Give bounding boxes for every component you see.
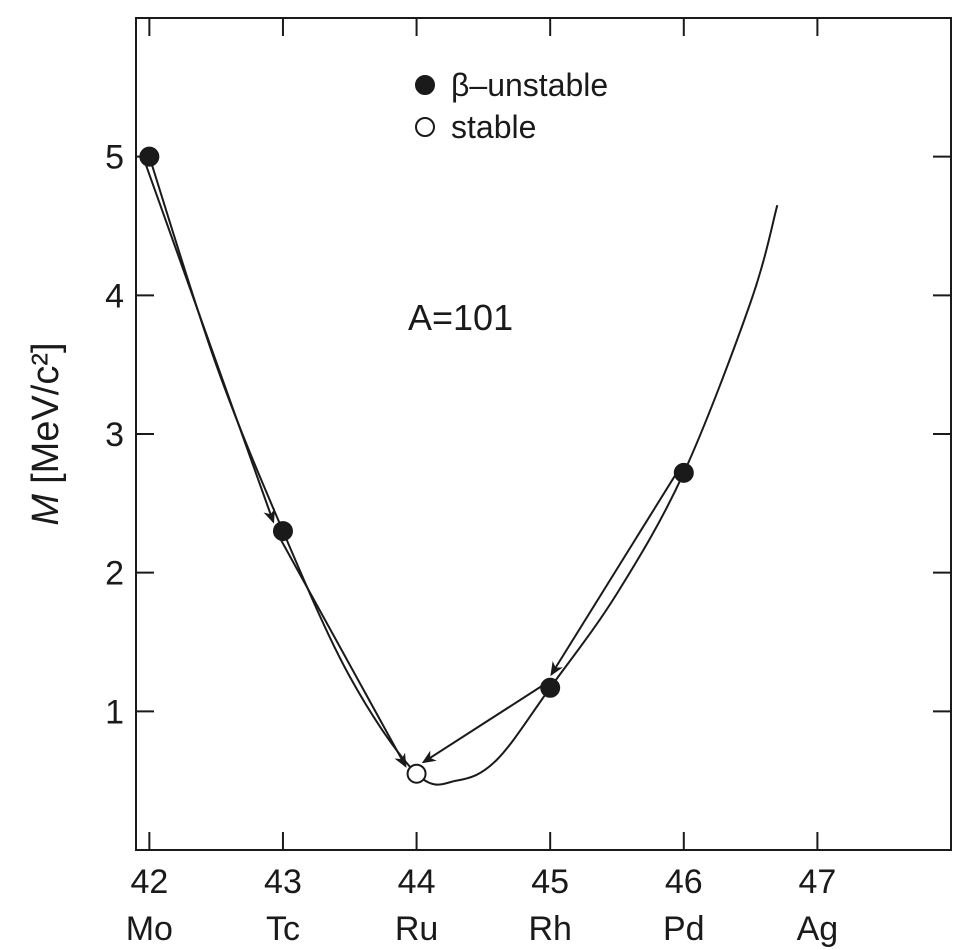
x-tick-label: 43 [264, 863, 302, 901]
y-tick-label: 1 [105, 693, 124, 731]
x-tick-label: 42 [130, 863, 168, 901]
element-label: Ag [797, 910, 839, 948]
decay-arrows [144, 162, 678, 768]
element-label: Tc [266, 910, 300, 948]
mass-parabola-curve [148, 156, 779, 786]
x-tick-label: 46 [665, 863, 703, 901]
element-label: Mo [126, 910, 173, 948]
y-axis-ticks: 1 2 3 4 5 [105, 139, 951, 731]
decay-arrow-rh-to-ru [421, 684, 545, 764]
element-label: Rh [528, 910, 571, 948]
x-tick-label: 45 [531, 863, 569, 901]
point-ru [406, 763, 427, 784]
x-axis-ticks: 42 Mo 43 Tc 44 Ru 45 Rh 46 Pd 47 Ag [126, 18, 838, 948]
legend-marker-stable [415, 117, 435, 137]
legend: β–unstable stable [415, 67, 608, 145]
point-rh [540, 677, 561, 698]
point-mo [139, 146, 160, 167]
point-tc [272, 521, 293, 542]
element-label: Pd [663, 910, 705, 948]
legend-marker-unstable [415, 75, 435, 95]
decay-arrow-pd-to-rh [550, 472, 678, 677]
element-label: Ru [395, 910, 438, 948]
y-tick-label: 2 [105, 555, 124, 593]
plot-frame [135, 17, 952, 851]
legend-label-unstable: β–unstable [451, 67, 608, 103]
y-tick-label: 4 [105, 277, 124, 315]
data-points [139, 146, 694, 784]
y-tick-label: 3 [105, 416, 124, 454]
y-tick-label: 5 [105, 139, 124, 177]
point-pd [673, 462, 694, 483]
mass-number-annotation: A=101 [408, 297, 513, 338]
y-axis-label: M [MeV/c²] [25, 342, 67, 525]
decay-arrow-tc-to-ru [278, 536, 407, 768]
legend-label-stable: stable [451, 109, 536, 145]
y-axis-unit: [MeV/c²] [25, 342, 67, 483]
y-axis-symbol: M [25, 494, 67, 526]
x-tick-label: 47 [798, 863, 836, 901]
decay-arrow-mo-to-tc [144, 162, 275, 524]
x-tick-label: 44 [398, 863, 436, 901]
